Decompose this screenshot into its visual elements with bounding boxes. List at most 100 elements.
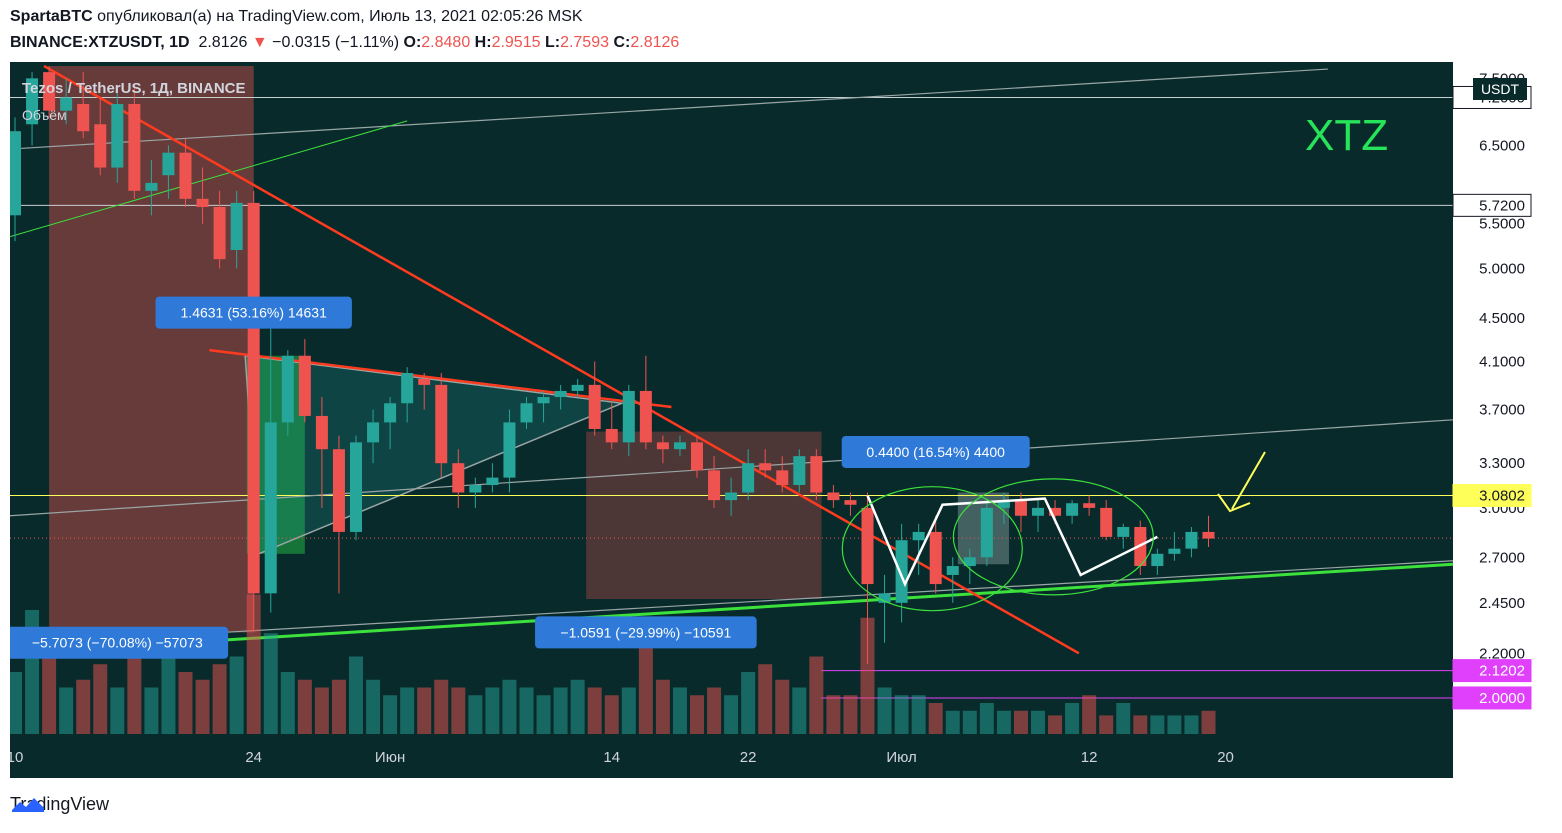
volume-bar [42,648,57,734]
x-tick-label-1: 24 [245,749,262,766]
x-tick-label-7: 20 [1217,749,1234,766]
low-value: 2.7593 [560,34,609,51]
candle-body [452,463,465,493]
volume-bar [570,679,585,734]
volume-bar [587,687,602,734]
volume-bar [809,656,824,734]
chart-canvas[interactable]: XTZ 1.4631 (53.16%) 14631 −5.7073 (−70.08%… [10,62,1553,778]
candle-body [247,202,260,594]
candle-body [43,72,56,111]
volume-bar [229,656,244,734]
measure-box-down [49,66,254,633]
volume-bar [280,672,295,734]
y-tick-label-6: 3.7000 [1479,402,1525,419]
volume-bar [792,687,807,734]
volume-bar [144,687,159,734]
volume-bar [383,695,398,734]
candle-body [793,456,806,486]
candle-body [997,500,1010,508]
candle-body [1083,503,1096,508]
price-chart[interactable]: XTZ 1.4631 (53.16%) 14631 −5.7073 (−70.08%… [10,62,1553,778]
volume-bar [860,617,875,734]
measure-label-text-2: −1.0591 (−29.99%) −10591 [560,624,731,640]
volume-bar [638,641,653,734]
volume-bar [690,695,704,734]
pattern-ellipse-left [841,486,1023,612]
y-tick-label-1: 6.5000 [1479,137,1525,154]
volume-bar [314,687,329,734]
volume-bar [877,687,892,734]
close-value: 2.8126 [630,34,680,51]
volume-bar [1031,710,1045,734]
volume-bar [349,656,363,734]
volume-bar [331,679,346,734]
candle-body [350,442,362,532]
candle-body [588,384,601,429]
candle-body [571,384,584,391]
candle-body [963,557,976,567]
candle-body [94,124,107,168]
candle-body [315,415,328,450]
measure-label-text-1: −5.7073 (−70.08%) −57073 [32,635,203,651]
price-label-text-4: 2.0000 [1479,690,1525,707]
candle-body [179,152,192,199]
tradingview-logo-icon [12,798,44,812]
candle-body [742,463,755,493]
candle-body [264,422,277,594]
volume-bar [127,656,142,734]
low-label: L: [544,34,561,51]
volume-bar [1099,715,1114,734]
volume-bar [212,664,227,734]
y-tick-label-5: 4.1000 [1479,353,1525,370]
candle-body [1202,531,1215,539]
candle-body [486,477,499,486]
y-tick-label-4: 4.5000 [1479,310,1525,327]
volume-bar [59,687,74,734]
candle-body [537,397,550,404]
volume-bar [417,687,432,734]
measure-label-box-0 [155,296,352,329]
volume-bar [178,672,193,734]
yellow-arrow-shaft [1231,451,1266,510]
volume-legend: Объём [22,107,67,123]
candle-body [708,470,721,501]
candle-body [1100,507,1113,537]
symbol-watermark-label: XTZ [1305,111,1388,160]
currency-badge-text: USDT [1481,81,1520,97]
x-tick-label-3: 14 [603,749,620,766]
volume-bar [468,695,483,734]
volume-bar [894,695,909,734]
volume-bar [263,633,278,734]
candle-body [895,540,908,603]
last-price: 2.8126 [198,34,248,51]
volume-bar [724,695,739,734]
volume-bar [707,687,722,734]
measure-label-box-2 [535,616,757,649]
volume-bar [962,710,977,734]
candle-body [673,442,686,450]
footer-brand[interactable]: TradingView [10,794,109,815]
volume-bar [502,679,517,734]
candle-body [1014,500,1027,516]
candle-body [605,428,618,443]
volume-bar [945,710,960,734]
volume-bar [434,679,449,734]
volume-bar [536,695,551,734]
measure-label-text-0: 1.4631 (53.16%) 14631 [181,305,328,321]
publication-info: опубликовал(а) на TradingView.com, Июль … [97,8,583,25]
author-name[interactable]: SpartaBTC [10,8,93,25]
volume-bar [297,679,312,734]
candle-body [10,131,21,216]
volume-bar [604,695,619,734]
publication-line: SpartaBTC опубликовал(а) на TradingView.… [10,8,583,26]
candle-body [111,104,124,168]
volume-bar [1048,715,1063,734]
price-label-box-1 [1452,193,1532,217]
candle-body [213,206,226,260]
chart-title: Tezos / TetherUS, 1Д, BINANCE [22,80,246,97]
symbol-name: BINANCE:XTZUSDT, 1D [10,34,190,51]
candle-body [759,463,772,471]
candle-body [1168,548,1181,554]
candle-body [929,531,942,585]
candle-body [861,507,874,585]
